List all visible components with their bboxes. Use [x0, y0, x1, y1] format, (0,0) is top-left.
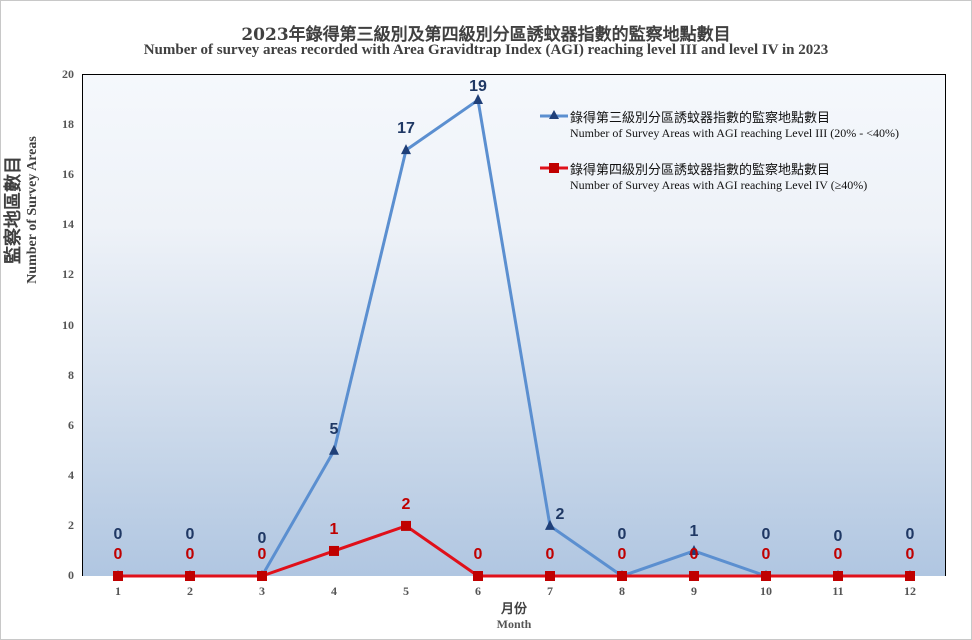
square-marker-icon	[833, 571, 843, 581]
square-marker-icon	[401, 520, 411, 531]
y-tick-label: 6	[68, 417, 74, 432]
x-tick-label: 12	[904, 584, 916, 598]
square-marker-icon	[761, 571, 771, 581]
data-label-level-iii: 2	[555, 505, 565, 523]
y-tick-label: 16	[62, 167, 74, 182]
triangle-marker-icon	[401, 144, 411, 155]
x-tick-label: 10	[760, 584, 772, 598]
series-level-iv-line	[118, 524, 910, 578]
data-label-level-iv: 0	[113, 546, 123, 563]
square-marker-icon	[689, 571, 699, 581]
triangle-marker-icon	[545, 519, 555, 530]
square-marker-icon	[905, 571, 915, 581]
x-tick-label: 11	[832, 584, 844, 598]
y-tick-label: 12	[62, 267, 74, 282]
square-marker-icon	[545, 571, 555, 581]
x-tick-label: 6	[475, 584, 481, 598]
data-label-level-iii: 0	[617, 526, 627, 543]
y-tick-label: 8	[68, 367, 74, 382]
data-label-level-iv: 0	[833, 546, 843, 563]
square-marker-icon	[617, 571, 627, 581]
data-label-level-iii: 0	[113, 526, 123, 543]
y-tick-label: 2	[68, 517, 74, 532]
legend-level-iii-triangle-icon	[540, 110, 568, 119]
data-label-level-iii: 1	[689, 522, 699, 540]
square-marker-icon	[185, 571, 195, 581]
y-tick-label: 10	[62, 317, 74, 332]
triangle-marker-icon	[329, 444, 339, 455]
legend-level-iii-en: Number of Survey Areas with AGI reaching…	[570, 126, 899, 140]
data-label-level-iv: 2	[401, 495, 411, 513]
data-label-level-iv: 0	[257, 546, 267, 563]
data-label-level-iv: 0	[185, 546, 195, 563]
plot-area	[82, 74, 946, 576]
square-marker-icon	[257, 571, 267, 581]
data-label-level-iv: 0	[689, 546, 699, 563]
y-tick-label: 18	[62, 117, 74, 132]
data-label-level-iii: 0	[257, 530, 267, 547]
triangle-marker-icon	[473, 94, 483, 105]
x-tick-label: 5	[403, 584, 409, 598]
triangle-marker-icon	[689, 544, 699, 555]
square-marker-icon	[113, 571, 123, 581]
x-tick-label: 7	[547, 584, 553, 598]
data-label-level-iv: 0	[617, 546, 627, 563]
data-label-level-iii: 0	[905, 526, 915, 543]
x-tick-label: 8	[619, 584, 625, 598]
y-tick-label: 14	[62, 217, 74, 232]
legend-level-iv-zh: 錄得第四級別分區誘蚊器指數的監察地點數目	[570, 163, 831, 178]
x-axis-label-en: Month	[496, 617, 532, 631]
x-tick-label: 9	[691, 584, 697, 598]
x-tick-label: 4	[331, 584, 337, 598]
data-label-level-iii: 0	[761, 526, 771, 543]
data-label-level-iv: 0	[473, 546, 483, 563]
data-label-level-iii: 0	[833, 528, 843, 545]
legend-level-iv-square-icon	[540, 163, 568, 173]
legend-level-iii-zh: 錄得第三級別分區誘蚊器指數的監察地點數目	[570, 111, 831, 126]
data-label-level-iv: 0	[545, 546, 555, 563]
data-label-level-iv: 0	[905, 546, 915, 563]
legend-level-iv-en: Number of Survey Areas with AGI reaching…	[570, 178, 868, 192]
x-tick-label: 2	[187, 584, 193, 598]
data-label-level-iii: 5	[329, 420, 339, 438]
y-tick-label: 4	[68, 467, 74, 482]
x-tick-label: 1	[115, 584, 121, 598]
x-tick-label: 3	[259, 584, 265, 598]
data-label-level-iii: 17	[397, 120, 415, 138]
chart-title-zh: 2023年錄得第三級別及第四級別分區誘蚊器指數的監察地點數目	[241, 25, 731, 45]
y-tick-label: 0	[68, 568, 74, 582]
data-label-level-iv: 0	[761, 546, 771, 563]
y-tick-label: 20	[62, 67, 74, 81]
data-label-level-iii: 19	[469, 78, 487, 96]
chart-title-en: Number of survey areas recorded with Are…	[143, 42, 829, 58]
square-marker-icon	[329, 545, 339, 556]
data-label-level-iii: 0	[185, 526, 195, 543]
data-label-level-iv: 1	[329, 520, 339, 538]
square-marker-icon	[473, 571, 483, 581]
x-axis-label-zh: 月份	[500, 602, 527, 617]
